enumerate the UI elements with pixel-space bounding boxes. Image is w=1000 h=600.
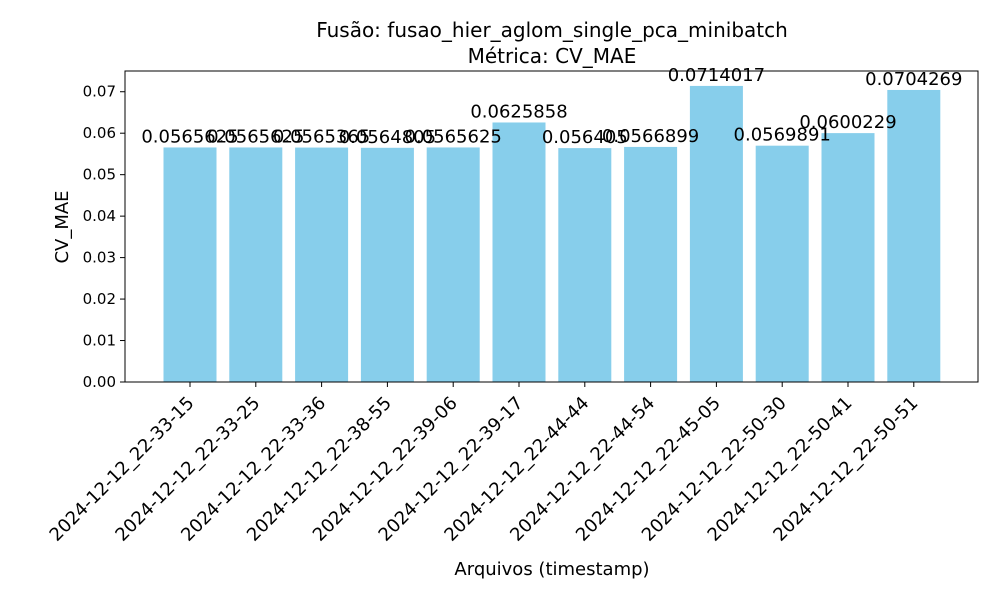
bar-value-label: 0.0625858	[470, 101, 567, 122]
y-axis: 0.00 0.01 0.02 0.03 0.04 0.05 0.06 0.07	[83, 83, 125, 391]
bar	[755, 145, 809, 382]
bar-value-label: 0.0564805	[339, 127, 436, 148]
bar	[624, 146, 678, 382]
bar	[887, 89, 941, 382]
bar	[295, 147, 349, 382]
plot-frame	[124, 70, 979, 383]
bar	[163, 147, 217, 382]
bar	[360, 147, 414, 382]
bars-group	[163, 85, 941, 383]
bar-value-label: 0.0600229	[799, 112, 896, 133]
y-tick-label: 0.05	[83, 166, 116, 184]
y-tick-label: 0.00	[83, 373, 116, 391]
bar	[492, 122, 546, 383]
bar	[689, 85, 743, 382]
chart-title: Fusão: fusao_hier_aglom_single_pca_minib…	[316, 18, 788, 42]
x-axis: 2024-12-12_22-33-152024-12-12_22-33-2520…	[46, 382, 922, 546]
bar	[821, 133, 875, 382]
y-tick-label: 0.06	[83, 124, 116, 142]
bar-value-label: 0.0566899	[602, 126, 699, 147]
y-axis-label: CV_MAE	[52, 190, 73, 263]
bar	[229, 147, 283, 382]
y-tick-label: 0.07	[83, 83, 116, 101]
bar-value-label: 0.0714017	[668, 65, 765, 86]
chart-subtitle: Métrica: CV_MAE	[468, 44, 637, 68]
bar-labels-group: 0.05656250.05656250.05653650.05648050.05…	[141, 65, 962, 148]
bar-value-label: 0.056405	[542, 127, 628, 148]
bar-value-label: 0.0569891	[734, 125, 831, 146]
bar	[558, 148, 612, 382]
bar-value-label: 0.0704269	[865, 69, 962, 90]
bar-value-label: 0.0565625	[405, 126, 502, 147]
bar-value-label: 0.0565625	[207, 126, 304, 147]
y-tick-label: 0.03	[83, 249, 116, 267]
y-tick-label: 0.01	[83, 332, 116, 350]
y-tick-label: 0.02	[83, 290, 116, 308]
y-tick-label: 0.04	[83, 207, 116, 225]
bar-value-label: 0.0565625	[141, 126, 238, 147]
bar-value-label: 0.0565365	[273, 127, 370, 148]
x-axis-label: Arquivos (timestamp)	[454, 559, 649, 580]
bar	[426, 147, 480, 382]
